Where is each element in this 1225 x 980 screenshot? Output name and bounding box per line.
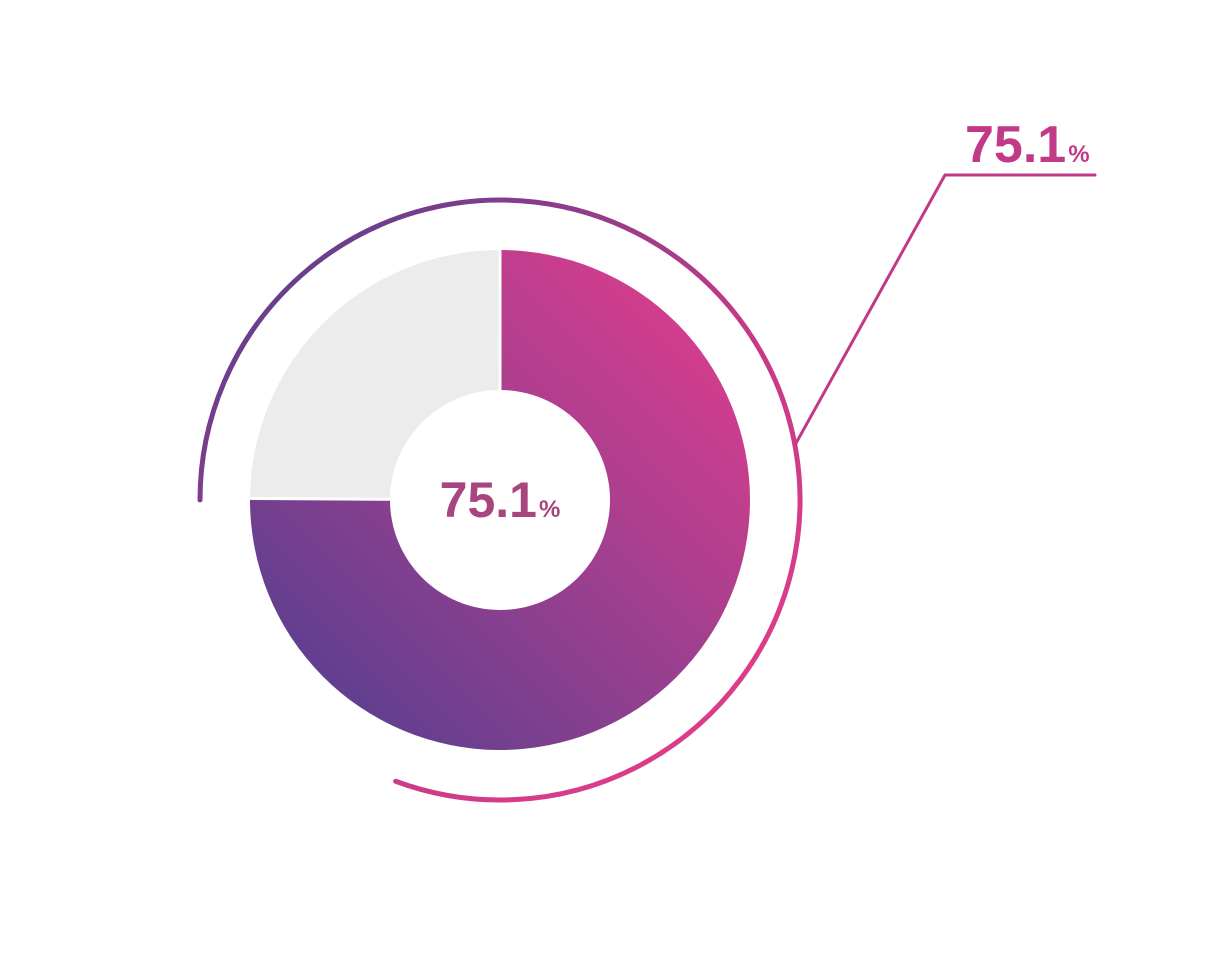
callout-percentage-value: 75.1 <box>965 115 1066 175</box>
slice-divider <box>250 498 390 499</box>
center-percentage-label: 75.1% <box>440 471 561 529</box>
center-percentage-value: 75.1 <box>440 471 537 529</box>
percent-symbol: % <box>1068 141 1089 169</box>
callout-percentage-label: 75.1% <box>965 115 1090 175</box>
callout-leader-line <box>795 175 1095 445</box>
chart-canvas: 75.1% 75.1% <box>0 0 1225 980</box>
percent-symbol: % <box>539 496 560 524</box>
